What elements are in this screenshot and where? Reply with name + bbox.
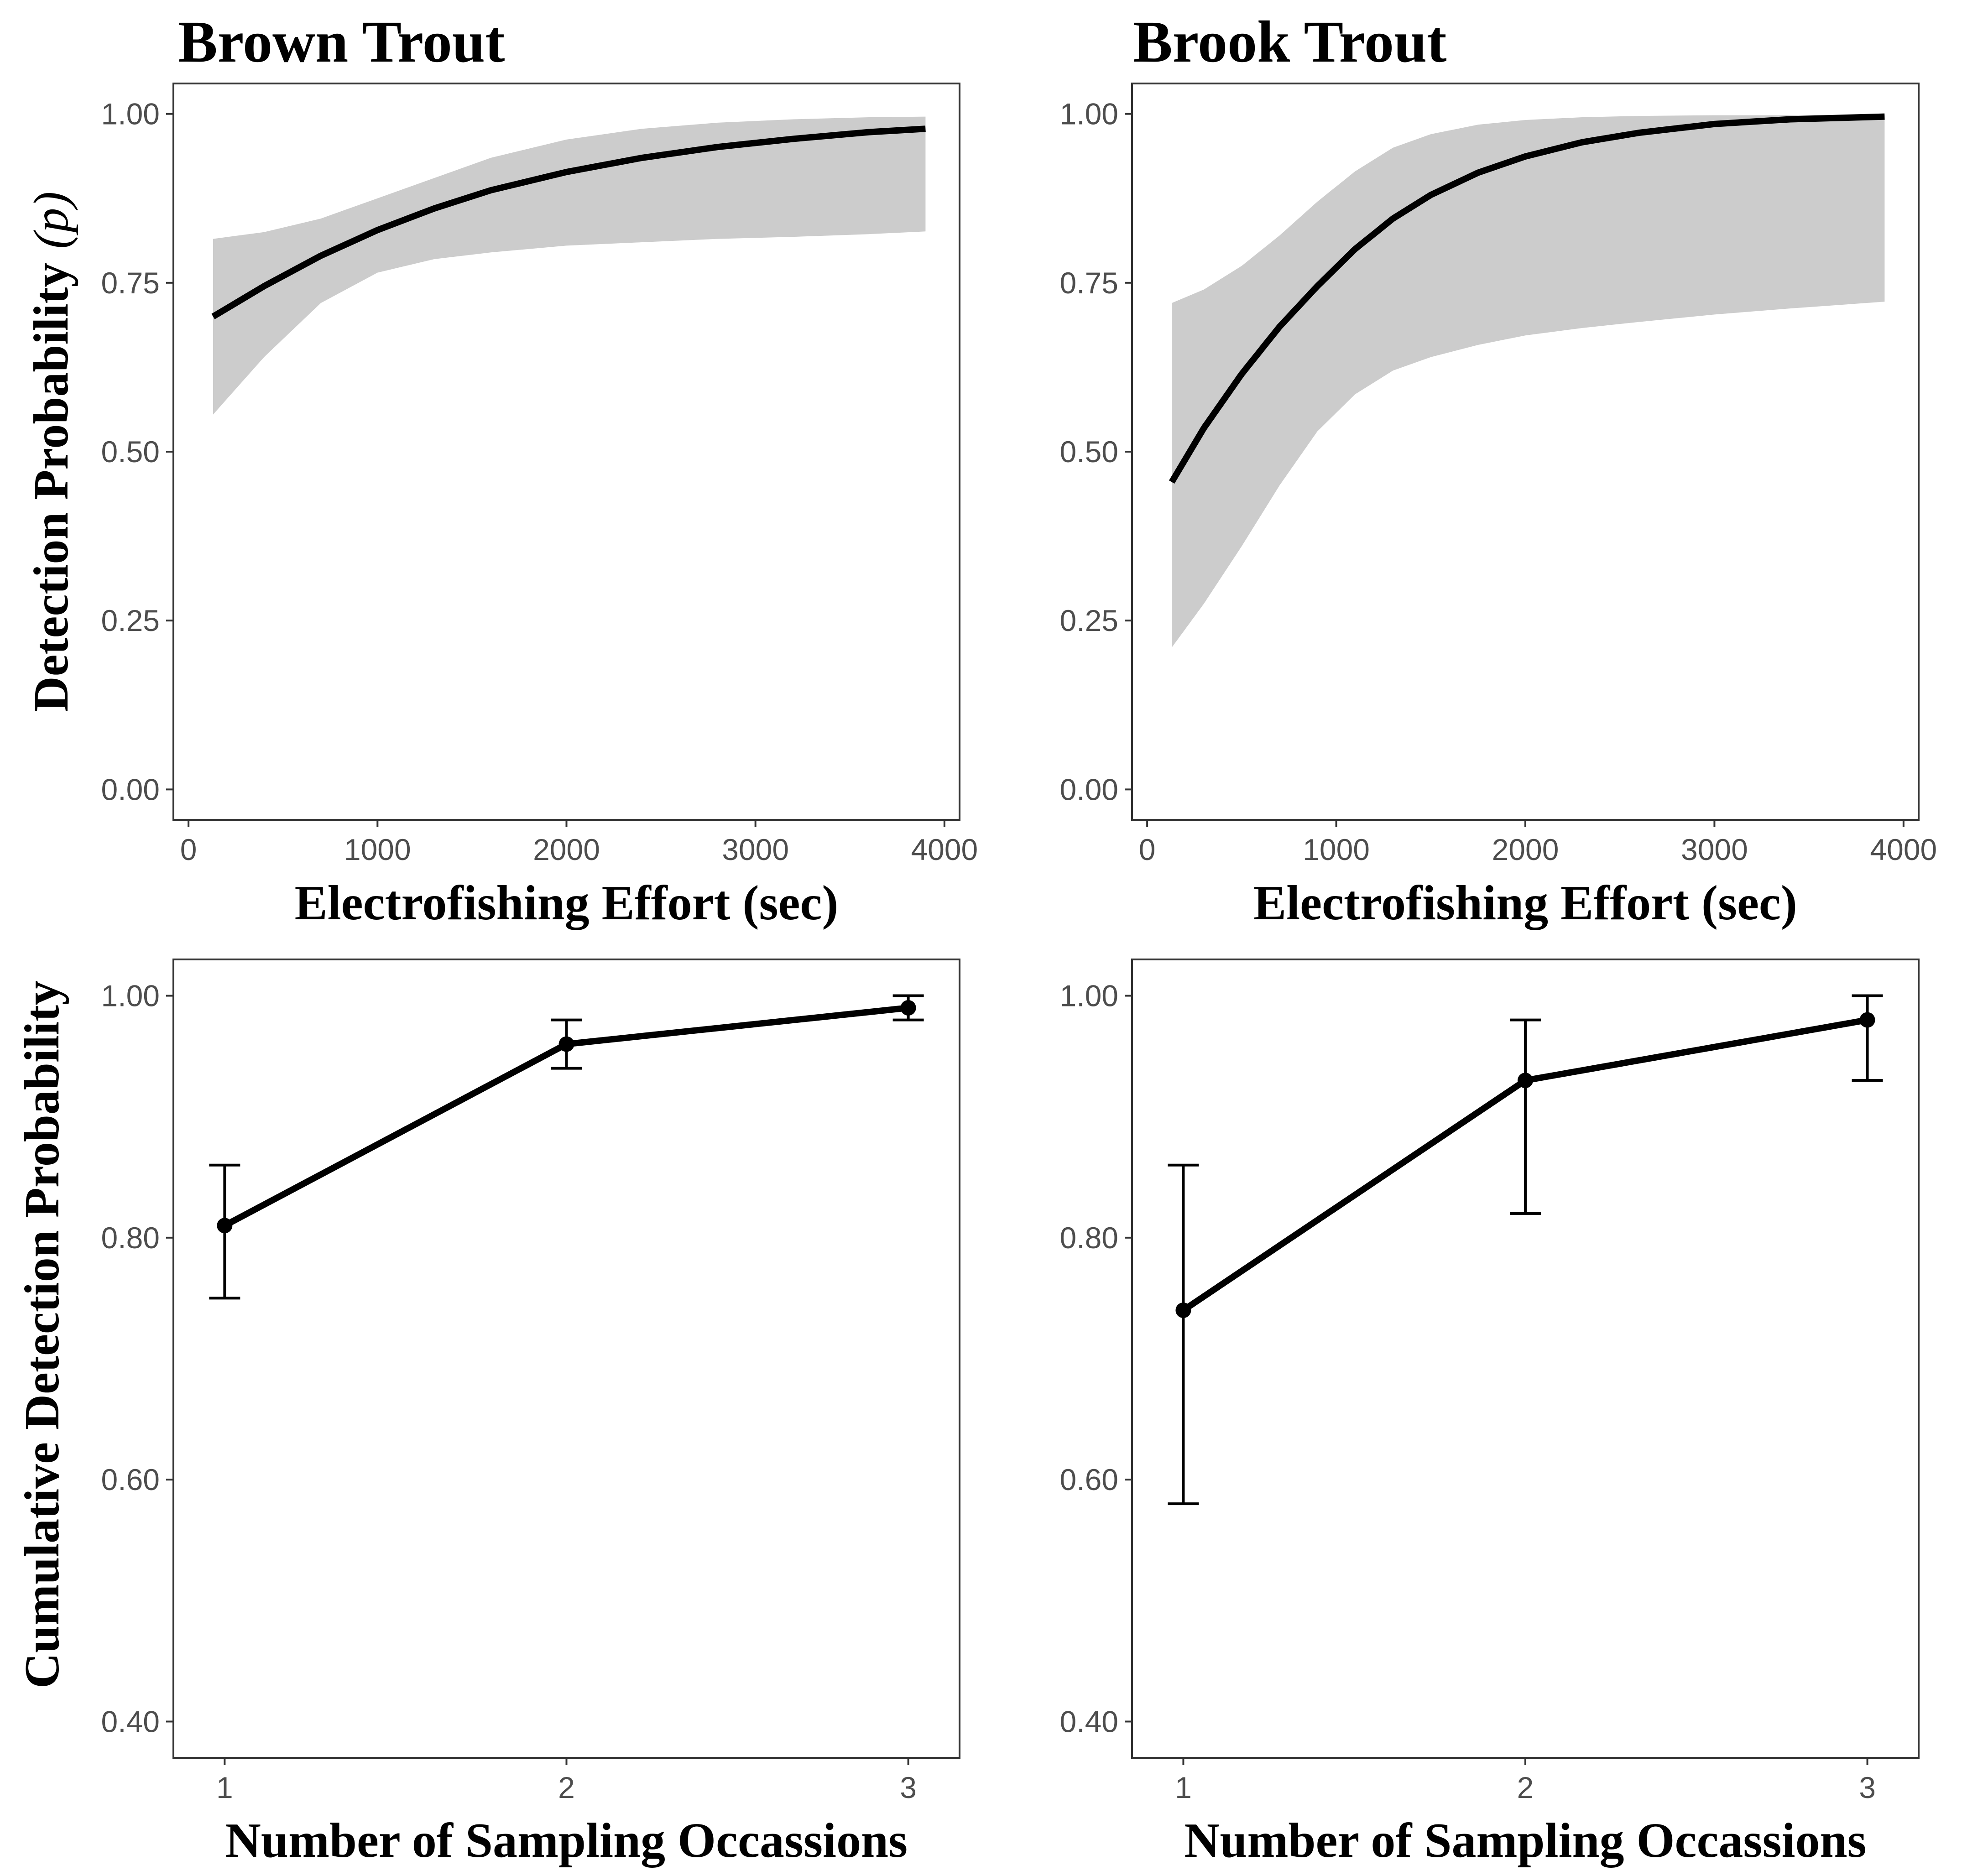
y-tick-label: 0.75 [101,266,160,300]
x-tick-label: 2000 [1492,833,1559,866]
y-tick-label: 0.80 [1060,1221,1118,1255]
y-tick-label: 0.00 [1060,772,1118,806]
y-tick-label: 0.60 [1060,1463,1118,1496]
y-tick-label: 0.25 [1060,604,1118,637]
x-tick-label: 2000 [533,833,600,866]
data-point [1859,1012,1875,1028]
y-axis-title: Detection Probability (p) [24,192,78,712]
x-tick-label: 3000 [722,833,789,866]
y-axis-title-symbol: (p) [24,192,78,249]
x-tick-label: 3000 [1681,833,1748,866]
y-tick-label: 0.50 [1060,435,1118,469]
y-tick-label: 0.80 [101,1221,160,1255]
y-tick-label: 0.75 [1060,266,1118,300]
x-tick-label: 1000 [1303,833,1370,866]
x-axis-title: Number of Sampling Occassions [225,1813,908,1868]
data-point [900,1000,916,1016]
data-point [1518,1073,1533,1089]
y-tick-label: 0.50 [101,435,160,469]
y-axis-title: Cumulative Detection Probability [15,980,69,1688]
x-axis-title: Electrofishing Effort (sec) [1253,876,1797,930]
y-tick-label: 0.60 [101,1463,160,1496]
x-tick-label: 3 [900,1771,917,1804]
data-point [1175,1302,1191,1318]
y-tick-label: 0.25 [101,604,160,637]
x-tick-label: 2 [1517,1771,1534,1804]
panel-frame [172,959,960,1759]
panel-title: Brook Trout [1133,9,1447,75]
data-point [558,1036,574,1052]
y-tick-label: 0.40 [101,1704,160,1738]
panel-title: Brown Trout [178,9,505,75]
x-axis-title: Number of Sampling Occassions [1184,1813,1866,1868]
y-tick-label: 0.00 [101,772,160,806]
x-axis-title: Electrofishing Effort (sec) [295,876,839,930]
data-point [217,1218,233,1234]
series-line [1169,113,1885,484]
y-axis-title-text: Cumulative Detection Probability [15,980,69,1688]
x-tick-label: 0 [1139,833,1156,866]
x-tick-label: 4000 [911,833,978,866]
x-tick-label: 0 [180,833,197,866]
y-tick-label: 1.00 [1060,979,1118,1013]
x-tick-label: 1000 [344,833,411,866]
y-tick-label: 0.40 [1060,1704,1118,1738]
x-tick-label: 1 [216,1771,233,1804]
y-tick-label: 1.00 [101,97,160,131]
x-tick-label: 3 [1859,1771,1876,1804]
x-tick-label: 4000 [1870,833,1937,866]
x-tick-label: 1 [1175,1771,1192,1804]
confidence-band [213,116,926,415]
confidence-band [1172,115,1885,648]
series-line [211,125,926,319]
x-tick-label: 2 [558,1771,575,1804]
y-axis-title-text: Detection Probability [24,263,78,712]
y-tick-label: 1.00 [101,979,160,1013]
y-tick-label: 1.00 [1060,97,1118,131]
